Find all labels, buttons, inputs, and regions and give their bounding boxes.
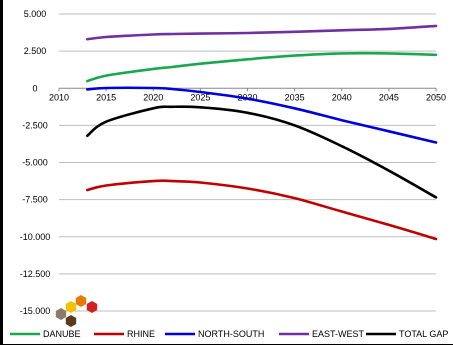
- logo-hexagon: [65, 315, 77, 327]
- series-line-total-gap: [86, 105, 438, 199]
- series-line-danube: [86, 51, 438, 83]
- logo-hexagon: [75, 295, 87, 307]
- legend-label: TOTAL GAP: [399, 329, 448, 339]
- x-tick-label: 2020: [143, 92, 163, 102]
- y-axis: 5.000 2.500 0 -2.500 -5.000 -7.500 -10.000 -12.…: [20, 9, 51, 316]
- x-tick-label: 2035: [285, 92, 305, 102]
- series-line-rhine: [86, 179, 438, 241]
- y-tick-label: 0: [32, 83, 37, 93]
- y-tick-label: -5.000: [22, 158, 48, 168]
- y-tick-label: -7.500: [22, 195, 48, 205]
- x-tick-label: 2015: [96, 92, 116, 102]
- hexagon-logo-icon: [55, 295, 98, 327]
- y-tick-label: 5.000: [24, 9, 47, 19]
- y-tick-label: 2.500: [24, 46, 47, 56]
- y-tick-label: -15.000: [20, 306, 51, 316]
- legend-label: DANUBE: [43, 329, 81, 339]
- series-lines: [86, 24, 438, 241]
- x-tick-label: 2045: [379, 92, 399, 102]
- x-axis: 2010 2015 2020 2025 2030 2035 2040 2045 2050: [49, 88, 446, 102]
- series-line-east-west: [86, 24, 438, 41]
- logo-hexagon: [55, 308, 67, 320]
- x-tick-label: 2010: [49, 92, 69, 102]
- logo-hexagon: [86, 301, 98, 313]
- y-tick-label: -2.500: [22, 120, 48, 130]
- series-line-north-south: [86, 86, 438, 144]
- logo-hexagon: [65, 301, 77, 313]
- x-tick-label: 2025: [190, 92, 210, 102]
- y-tick-label: -10.000: [20, 232, 51, 242]
- x-tick-label: 2050: [426, 92, 446, 102]
- legend: DANUBE RHINE NORTH-SOUTH EAST-WEST TOTAL GAP: [10, 329, 448, 339]
- x-tick-label: 2040: [332, 92, 352, 102]
- y-tick-label: -12.500: [20, 269, 51, 279]
- legend-label: EAST-WEST: [312, 329, 365, 339]
- x-tick-label: 2030: [237, 92, 257, 102]
- legend-label: NORTH-SOUTH: [198, 329, 264, 339]
- legend-label: RHINE: [127, 329, 155, 339]
